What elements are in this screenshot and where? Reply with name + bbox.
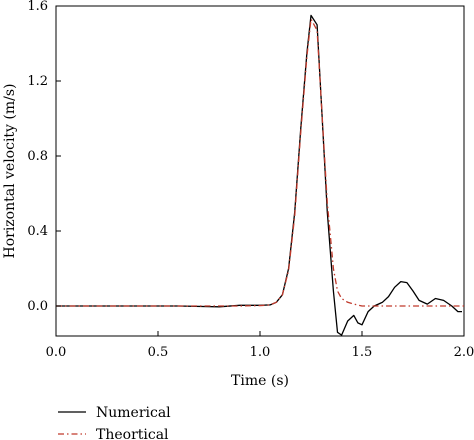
legend: Numerical Theortical	[58, 405, 171, 440]
legend-label-numerical: Numerical	[96, 405, 171, 421]
x-tick-label: 1.5	[352, 345, 373, 360]
legend-label-theortical: Theortical	[96, 427, 169, 440]
x-tick-label: 0.5	[148, 345, 169, 360]
x-tick-label: 0.0	[46, 345, 67, 360]
series-line-theortical	[56, 18, 464, 307]
x-axis-label: Time (s)	[231, 373, 289, 389]
x-tick-label: 1.0	[250, 345, 271, 360]
x-tick-label: 2.0	[454, 345, 474, 360]
series-line-numerical	[56, 14, 462, 336]
plot-frame	[55, 5, 465, 337]
y-tick-label: 0.8	[27, 149, 48, 164]
axis-ticks: 0.0 0.5 1.0 1.5 2.0 0.0 0.4 0.8 1.2 1.6	[27, 0, 474, 360]
data-series-layer	[56, 14, 464, 336]
y-tick-label: 1.2	[27, 74, 48, 89]
y-tick-label: 0.0	[27, 299, 48, 314]
y-tick-label: 0.4	[27, 224, 48, 239]
y-tick-label: 1.6	[27, 0, 48, 14]
y-axis-label: Horizontal velocity (m/s)	[2, 83, 18, 258]
